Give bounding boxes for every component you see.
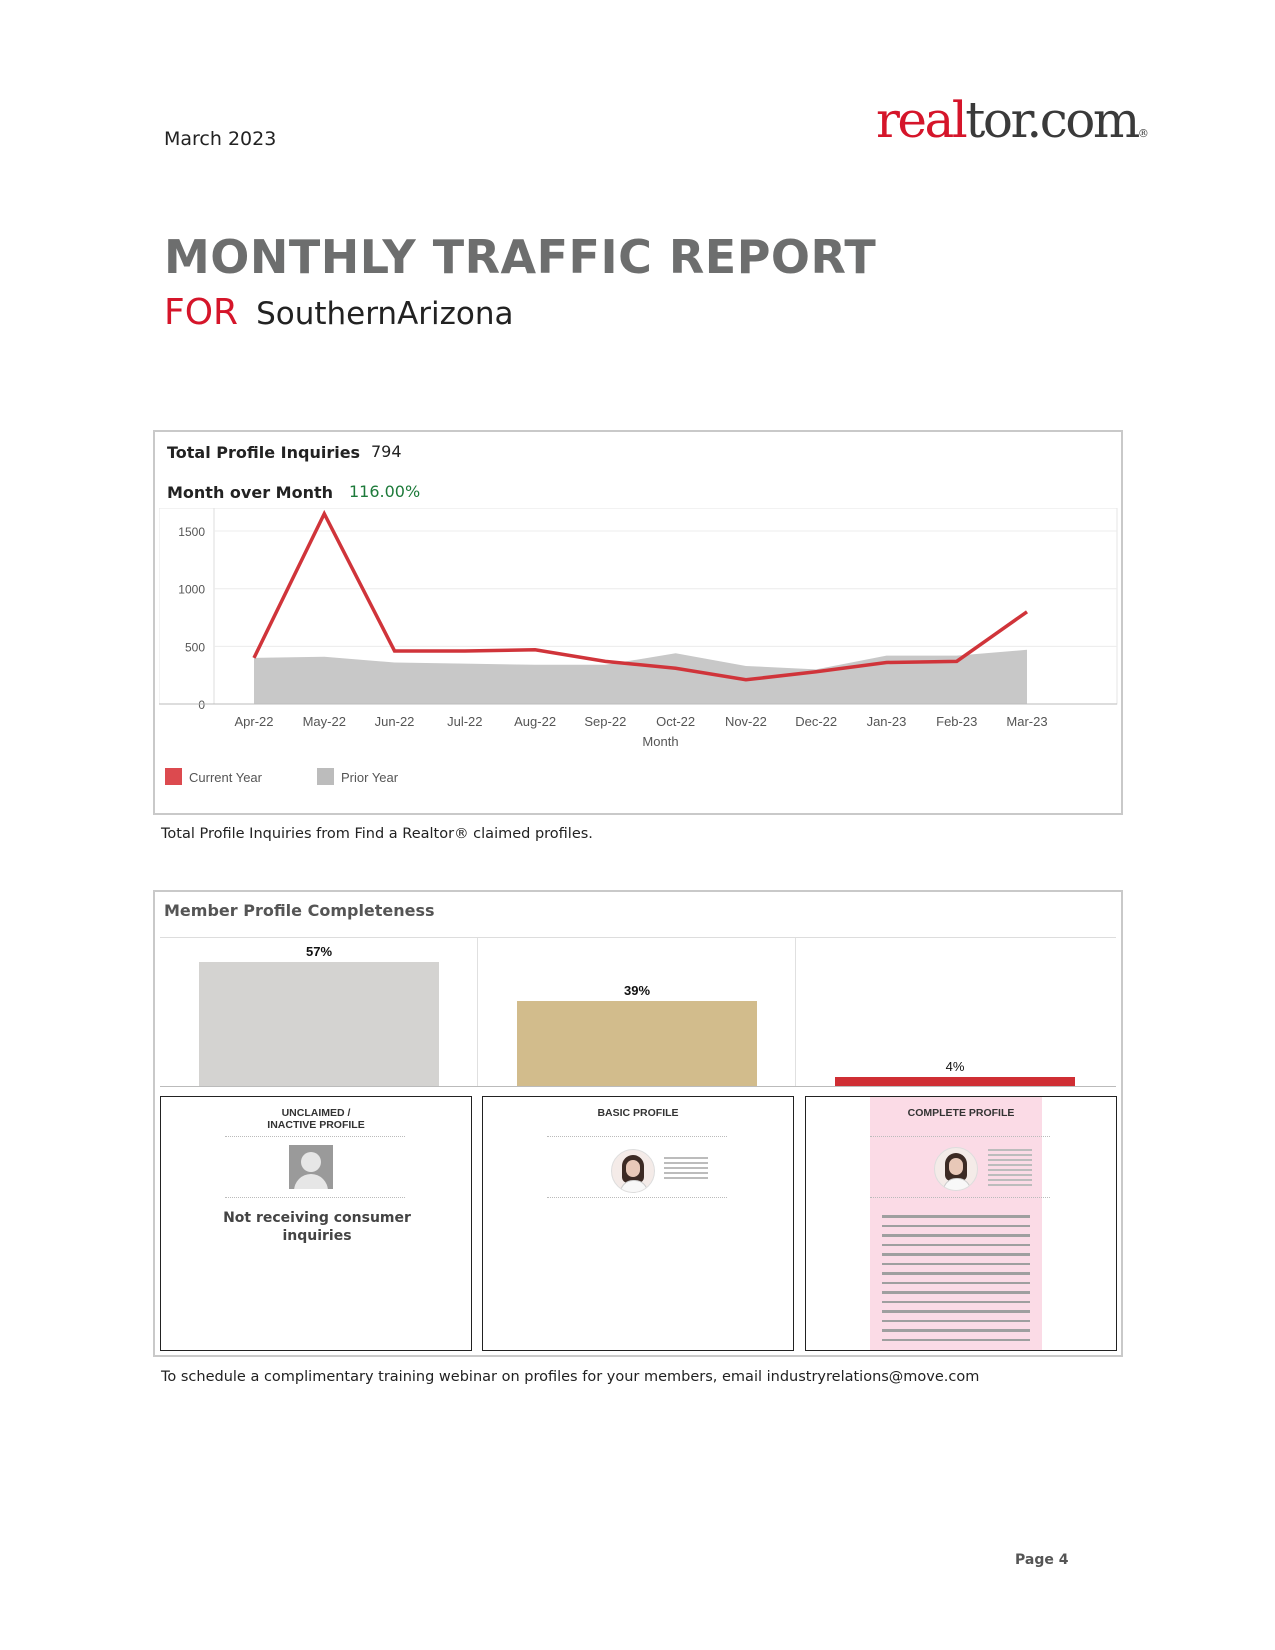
divider: [225, 1197, 405, 1198]
y-tick-label: 0: [198, 698, 205, 712]
legend-label-prior: Prior Year: [341, 770, 399, 785]
x-tick-label: Nov-22: [725, 714, 767, 729]
y-tick-label: 1000: [178, 583, 205, 597]
bar-column-unclaimed: 57%: [160, 938, 478, 1086]
y-tick-label: 1500: [178, 525, 205, 539]
card-title-basic: BASIC PROFILE: [597, 1107, 679, 1119]
x-tick-label: Jul-22: [447, 714, 482, 729]
card-title-unclaimed: UNCLAIMED / INACTIVE PROFILE: [267, 1107, 365, 1131]
logo-text-dark: tor.com: [965, 91, 1140, 149]
bar-column-basic: 39%: [478, 938, 796, 1086]
logo-text-red: real: [876, 91, 968, 149]
not-receiving-note: Not receiving consumer inquiries: [223, 1210, 411, 1244]
inquiries-caption: Total Profile Inquiries from Find a Real…: [161, 826, 593, 842]
bar-basic: [517, 1001, 757, 1086]
bar-label-unclaimed: 57%: [305, 944, 333, 959]
default-avatar-icon: [289, 1145, 333, 1189]
x-tick-label: Mar-23: [1006, 714, 1047, 729]
completeness-bars: 57% 39% 4%: [160, 937, 1116, 1087]
for-label: FOR: [164, 292, 239, 333]
legend-label-current: Current Year: [189, 770, 263, 785]
legend-swatch-current: [165, 768, 182, 785]
bar-complete: [835, 1077, 1075, 1086]
bar-label-complete: 4%: [945, 1059, 965, 1075]
profile-completeness-panel: Member Profile Completeness 57% 39% 4% U…: [153, 890, 1123, 1357]
card-basic-profile: BASIC PROFILE: [482, 1096, 794, 1351]
report-title: MONTHLY TRAFFIC REPORT: [164, 230, 877, 284]
inquiries-chart: 0 500 1000 1500 Apr-22 May-22 Jun-22 Jul-22 Aug-…: [159, 508, 1118, 785]
bar-label-basic: 39%: [623, 983, 651, 999]
completeness-title: Member Profile Completeness: [164, 901, 435, 920]
total-inquiries-label: Total Profile Inquiries: [167, 443, 361, 462]
month-over-month-label: Month over Month: [167, 483, 333, 502]
card-unclaimed-profile: UNCLAIMED / INACTIVE PROFILE Not receivi…: [160, 1096, 472, 1351]
x-tick-label: Jun-22: [375, 714, 415, 729]
prior-year-area: [254, 649, 1027, 704]
page-number: Page 4: [1015, 1552, 1069, 1568]
pink-highlight: [870, 1097, 1042, 1350]
agent-photo-icon: [934, 1147, 978, 1191]
current-year-line: [252, 509, 1029, 682]
profile-details-lines-icon: [882, 1215, 1030, 1348]
divider: [870, 1136, 1050, 1137]
x-tick-label: Jan-23: [867, 714, 907, 729]
text-lines-icon: [988, 1149, 1032, 1189]
report-subtitle: FOR SouthernArizona: [164, 292, 514, 333]
x-tick-label: May-22: [303, 714, 346, 729]
x-tick-label: Dec-22: [795, 714, 837, 729]
x-axis-label: Month: [642, 734, 678, 749]
divider: [870, 1197, 1050, 1198]
x-tick-label: Aug-22: [514, 714, 556, 729]
profile-inquiries-panel: Total Profile Inquiries 794 Month over M…: [153, 430, 1123, 815]
bar-unclaimed: [199, 962, 439, 1086]
x-tick-label: Sep-22: [584, 714, 626, 729]
agent-photo-icon: [611, 1149, 655, 1193]
legend-swatch-prior: [317, 768, 334, 785]
y-tick-label: 500: [185, 640, 205, 654]
month-over-month-value: 116.00%: [349, 482, 421, 501]
x-tick-label: Apr-22: [234, 714, 273, 729]
divider: [225, 1136, 405, 1137]
card-complete-profile: COMPLETE PROFILE: [805, 1096, 1117, 1351]
bar-column-complete: 4%: [796, 938, 1114, 1086]
x-tick-label: Oct-22: [656, 714, 695, 729]
card-title-complete: COMPLETE PROFILE: [907, 1107, 1015, 1119]
report-date: March 2023: [164, 128, 277, 150]
divider: [547, 1197, 727, 1198]
region-name: SouthernArizona: [256, 296, 514, 332]
logo-registered-mark: ®: [1137, 127, 1149, 140]
webinar-caption: To schedule a complimentary training web…: [161, 1369, 980, 1385]
total-inquiries-value: 794: [371, 442, 402, 461]
x-tick-label: Feb-23: [936, 714, 977, 729]
realtor-logo: realtor.com®: [876, 90, 1149, 150]
divider: [547, 1136, 727, 1137]
text-lines-icon: [664, 1157, 708, 1182]
